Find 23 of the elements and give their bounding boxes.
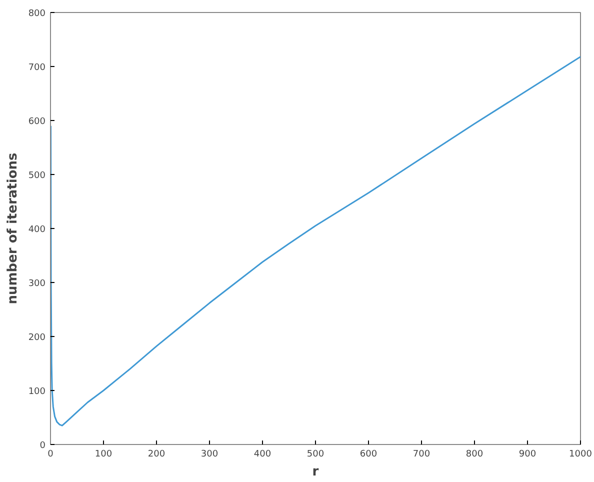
y-tick-label: 800: [28, 9, 46, 19]
x-axis-title: r: [312, 464, 320, 480]
x-tick-label: 100: [94, 450, 112, 460]
x-tick-label: 900: [518, 450, 536, 460]
x-tick-label: 200: [148, 450, 166, 460]
line-series: [50, 56, 580, 426]
y-tick-label: 300: [28, 279, 46, 289]
y-tick-label: 100: [28, 387, 46, 397]
y-tick-label: 0: [40, 441, 46, 451]
y-tick-label: 400: [28, 225, 46, 235]
x-tick-label: 500: [306, 450, 324, 460]
y-tick-label: 500: [28, 171, 46, 181]
y-tick-label: 600: [28, 117, 46, 127]
y-tick-label: 200: [28, 333, 46, 343]
y-tick-label: 700: [28, 63, 46, 73]
x-tick-label: 800: [466, 450, 484, 460]
x-tick-label: 700: [412, 450, 430, 460]
x-tick-label: 0: [48, 450, 54, 460]
x-tick-label: 400: [254, 450, 272, 460]
x-tick-label: 300: [200, 450, 218, 460]
x-tick-label: 600: [360, 450, 378, 460]
y-axis-title: number of iterations: [5, 152, 20, 304]
x-tick-label: 1000: [569, 450, 592, 460]
